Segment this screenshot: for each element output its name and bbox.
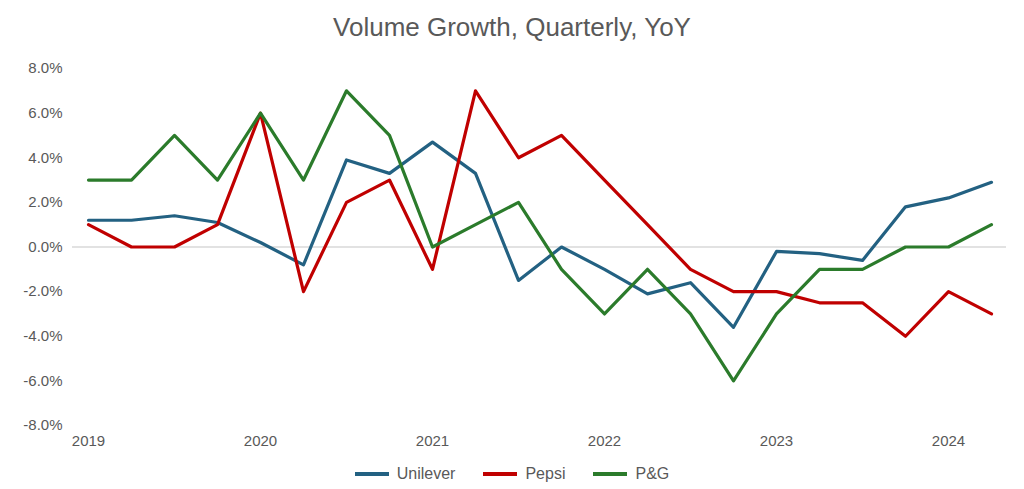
svg-text:2020: 2020 [244, 432, 277, 449]
html-text:Volume Growth, Quarterly, YoY: Volume Growth, Quarterly, YoY [333, 12, 691, 42]
svg-text:0.0%: 0.0% [28, 238, 62, 255]
html-text:Pepsi: Pepsi [525, 465, 566, 482]
svg-text:6.0%: 6.0% [28, 104, 62, 121]
svg-text:2022: 2022 [588, 432, 621, 449]
svg-text:2024: 2024 [932, 432, 965, 449]
svg-text:2019: 2019 [72, 432, 105, 449]
svg-text:-6.0%: -6.0% [23, 372, 62, 389]
html-text:Unilever: Unilever [396, 465, 456, 482]
svg-text:-4.0%: -4.0% [23, 327, 62, 344]
svg-text:2.0%: 2.0% [28, 193, 62, 210]
svg-text:-8.0%: -8.0% [23, 416, 62, 433]
svg-text:4.0%: 4.0% [28, 149, 62, 166]
svg-text:2023: 2023 [760, 432, 793, 449]
html-text:P&G: P&G [635, 465, 670, 482]
svg-text:2021: 2021 [416, 432, 449, 449]
svg-text:-2.0%: -2.0% [23, 282, 62, 299]
svg-text:8.0%: 8.0% [28, 59, 62, 76]
